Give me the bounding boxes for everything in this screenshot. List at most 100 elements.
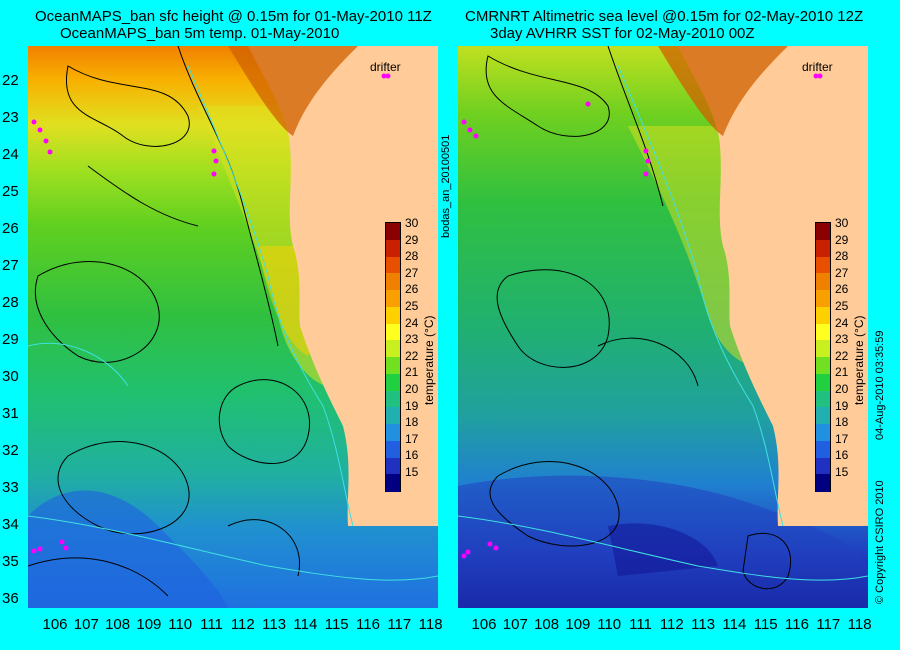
longitude-tick-label: 112	[659, 616, 684, 633]
colorbar-segment	[386, 256, 400, 274]
left-title-line2: OceanMAPS_ban 5m temp. 01-May-2010	[60, 25, 340, 42]
colorbar-segment	[816, 256, 830, 274]
colorbar-tick-label: 16	[835, 448, 849, 463]
left-colorbar	[385, 222, 401, 492]
colorbar-tick-label: 30	[835, 216, 849, 230]
colorbar-tick-label: 23	[835, 332, 849, 347]
right-colorbar-label: temperature (°C)	[852, 315, 866, 406]
colorbar-tick-label: 18	[405, 415, 419, 430]
colorbar-tick-label: 22	[405, 348, 419, 363]
colorbar-tick-label: 15	[835, 465, 849, 479]
latitude-tick-label: 29	[2, 331, 19, 348]
colorbar-tick-label: 15	[405, 465, 419, 479]
latitude-tick-label: 30	[2, 368, 19, 385]
colorbar-tick-label: 17	[405, 431, 419, 446]
longitude-tick-label: 111	[200, 616, 223, 633]
colorbar-segment	[816, 306, 830, 324]
left-drifter-label: drifter	[370, 60, 401, 74]
left-sst-map	[28, 46, 438, 608]
timestamp-stamp: 04-Aug-2010 03:35:59	[874, 330, 886, 440]
colorbar-segment	[386, 357, 400, 375]
colorbar-tick-label: 22	[835, 348, 849, 363]
right-title-line1: CMRNRT Altimetric sea level @0.15m for 0…	[465, 8, 864, 25]
colorbar-segment	[386, 239, 400, 257]
colorbar-tick-label: 24	[405, 315, 419, 330]
right-drifter-label: drifter	[802, 60, 833, 74]
colorbar-tick-label: 29	[835, 232, 849, 247]
longitude-tick-label: 108	[534, 616, 560, 633]
longitude-tick-label: 108	[105, 616, 131, 633]
longitude-tick-label: 110	[597, 616, 622, 633]
colorbar-tick-label: 28	[835, 249, 849, 264]
longitude-tick-label: 106	[42, 616, 68, 633]
colorbar-tick-label: 25	[835, 299, 849, 313]
colorbar-tick-label: 27	[405, 265, 419, 280]
longitude-tick-label: 110	[168, 616, 193, 633]
latitude-tick-label: 33	[2, 479, 19, 496]
colorbar-segment	[386, 306, 400, 324]
colorbar-segment	[816, 239, 830, 257]
right-map-panel	[458, 46, 868, 608]
colorbar-tick-label: 23	[405, 332, 419, 347]
colorbar-tick-label: 19	[405, 398, 419, 413]
longitude-tick-label: 109	[136, 616, 162, 633]
colorbar-segment	[816, 390, 830, 408]
colorbar-segment	[816, 407, 830, 425]
longitude-tick-label: 117	[816, 616, 841, 633]
longitude-tick-label: 111	[629, 616, 652, 633]
colorbar-segment	[386, 457, 400, 475]
longitude-tick-label: 117	[387, 616, 412, 633]
colorbar-tick-label: 24	[835, 315, 849, 330]
longitude-tick-label: 115	[753, 616, 778, 633]
colorbar-segment	[386, 407, 400, 425]
colorbar-tick-label: 26	[835, 282, 849, 297]
colorbar-tick-label: 17	[835, 431, 849, 446]
colorbar-segment	[386, 323, 400, 341]
colorbar-segment	[816, 440, 830, 458]
left-colorbar-label: temperature (°C)	[422, 315, 436, 406]
colorbar-tick-label: 30	[405, 216, 419, 230]
longitude-tick-label: 106	[471, 616, 497, 633]
colorbar-segment	[386, 440, 400, 458]
colorbar-segment	[386, 223, 400, 241]
longitude-tick-label: 113	[262, 616, 287, 633]
colorbar-tick-label: 28	[405, 249, 419, 264]
colorbar-tick-label: 25	[405, 299, 419, 313]
colorbar-segment	[816, 223, 830, 241]
longitude-tick-label: 107	[502, 616, 528, 633]
longitude-tick-label: 112	[230, 616, 255, 633]
colorbar-segment	[386, 474, 400, 492]
colorbar-tick-label: 20	[405, 382, 419, 396]
colorbar-segment	[386, 290, 400, 308]
colorbar-tick-label: 20	[835, 382, 849, 396]
longitude-tick-label: 118	[418, 616, 443, 633]
latitude-tick-label: 28	[2, 294, 19, 311]
latitude-tick-label: 26	[2, 220, 19, 237]
longitude-tick-label: 116	[785, 616, 809, 633]
colorbar-tick-label: 29	[405, 232, 419, 247]
colorbar-segment	[386, 390, 400, 408]
colorbar-segment	[816, 273, 830, 291]
right-colorbar	[815, 222, 831, 492]
colorbar-segment	[816, 323, 830, 341]
file-label: bodas_an_20100501	[440, 134, 452, 238]
left-title-line1: OceanMAPS_ban sfc height @ 0.15m for 01-…	[35, 8, 432, 25]
right-title-line2: 3day AVHRR SST for 02-May-2010 00Z	[490, 25, 755, 42]
longitude-tick-label: 114	[722, 616, 747, 633]
colorbar-segment	[816, 457, 830, 475]
colorbar-segment	[386, 424, 400, 442]
longitude-tick-label: 107	[73, 616, 99, 633]
longitude-tick-label: 109	[565, 616, 591, 633]
right-sst-map	[458, 46, 868, 608]
colorbar-segment	[386, 273, 400, 291]
left-map-panel	[28, 46, 438, 608]
colorbar-tick-label: 21	[835, 365, 849, 380]
longitude-tick-label: 118	[847, 616, 872, 633]
latitude-tick-label: 34	[2, 516, 19, 533]
latitude-tick-label: 32	[2, 442, 19, 459]
latitude-tick-label: 25	[2, 183, 19, 200]
colorbar-tick-label: 18	[835, 415, 849, 430]
colorbar-tick-label: 27	[835, 265, 849, 280]
colorbar-tick-label: 19	[835, 398, 849, 413]
latitude-tick-label: 24	[2, 146, 19, 163]
